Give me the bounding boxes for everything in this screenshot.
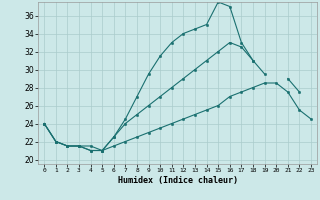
X-axis label: Humidex (Indice chaleur): Humidex (Indice chaleur): [118, 176, 238, 185]
